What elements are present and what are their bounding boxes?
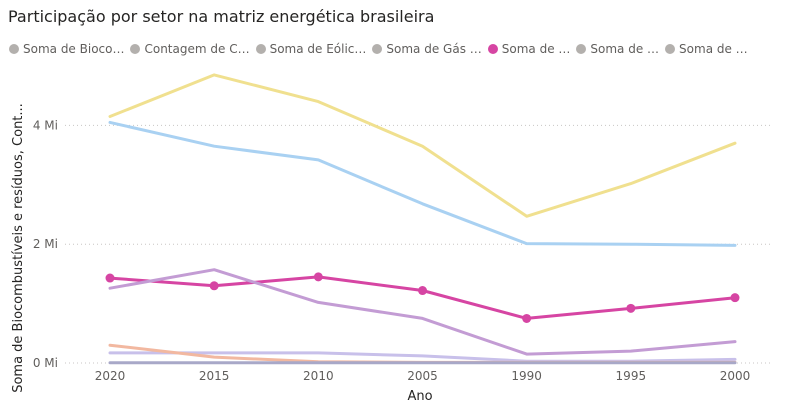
legend-item-6[interactable]: Soma de …	[576, 42, 659, 56]
x-tick-label: 2015	[199, 369, 230, 383]
series-lines	[105, 73, 740, 365]
legend-swatch	[576, 44, 587, 54]
y-tick-label: 4 Mi	[33, 118, 58, 132]
data-point[interactable]	[105, 273, 115, 283]
chart-title: Participação por setor na matriz energét…	[8, 7, 435, 26]
legend-item-5[interactable]: Soma de …	[487, 42, 570, 56]
series-line-1[interactable]	[108, 73, 737, 218]
legend: Soma de Bioco… Contagem de C… Soma de Eó…	[9, 40, 754, 58]
legend-swatch	[9, 44, 19, 54]
legend-item-7[interactable]: Soma de …	[665, 42, 748, 56]
x-tick-label: 2000	[720, 369, 751, 383]
y-tick-label: 0 Mi	[33, 356, 58, 370]
x-axis-ticks: 2020 2015 2010 2005 1990 1995 2000	[95, 369, 751, 383]
data-point[interactable]	[209, 281, 219, 291]
legend-item-2[interactable]: Contagem de C…	[130, 42, 250, 56]
legend-item-4[interactable]: Soma de Gás …	[372, 42, 482, 56]
x-tick-label: 2005	[407, 369, 438, 383]
data-point[interactable]	[522, 313, 532, 323]
x-axis-title: Ano	[407, 389, 432, 404]
y-tick-label: 2 Mi	[33, 237, 58, 251]
data-point[interactable]	[313, 272, 323, 282]
legend-swatch	[130, 44, 141, 54]
data-point[interactable]	[626, 303, 636, 313]
legend-swatch	[255, 44, 266, 54]
legend-item-3[interactable]: Soma de Eólic…	[255, 42, 366, 56]
legend-swatch	[487, 44, 498, 54]
legend-swatch	[665, 44, 676, 54]
y-axis-title: Soma de Biocombustíveis e resíduos, Cont…	[11, 103, 26, 393]
data-point[interactable]	[418, 286, 427, 296]
x-tick-label: 1990	[511, 369, 542, 383]
series-line-3[interactable]	[108, 275, 737, 320]
data-point[interactable]	[730, 293, 740, 303]
legend-swatch	[372, 44, 383, 54]
y-axis-ticks: 0 Mi 2 Mi 4 Mi	[33, 118, 58, 370]
legend-item-1[interactable]: Soma de Bioco…	[9, 42, 124, 56]
series-line-4[interactable]	[108, 268, 737, 356]
x-tick-label: 2020	[95, 369, 126, 383]
x-tick-label: 1995	[616, 369, 647, 383]
series-line-2[interactable]	[108, 120, 737, 247]
x-tick-label: 2010	[303, 369, 334, 383]
